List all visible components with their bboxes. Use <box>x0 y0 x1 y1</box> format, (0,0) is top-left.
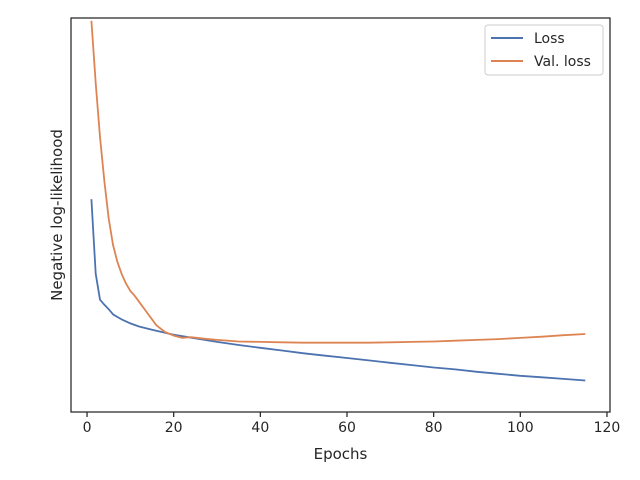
plot-area <box>71 18 610 412</box>
x-tick-label: 120 <box>594 420 621 436</box>
y-axis-label: Negative log-likelihood <box>48 129 66 301</box>
x-tick-label: 0 <box>83 420 92 436</box>
x-tick-label: 40 <box>251 420 269 436</box>
x-axis-label: Epochs <box>314 445 368 463</box>
x-tick-label: 60 <box>338 420 356 436</box>
x-axis-ticks: 0 20 40 60 80 100 120 <box>83 412 621 436</box>
plot-frame <box>70 17 611 413</box>
x-tick-label: 80 <box>425 420 443 436</box>
series-layer <box>90 20 586 382</box>
x-tick-label: 20 <box>165 420 183 436</box>
legend-label-val-loss: Val. loss <box>534 54 591 70</box>
x-tick-label: 100 <box>507 420 534 436</box>
legend: Loss Val. loss <box>484 24 604 76</box>
series-line-loss <box>90 199 586 382</box>
series-line-val-loss <box>90 20 586 344</box>
legend-label-loss: Loss <box>534 31 565 47</box>
